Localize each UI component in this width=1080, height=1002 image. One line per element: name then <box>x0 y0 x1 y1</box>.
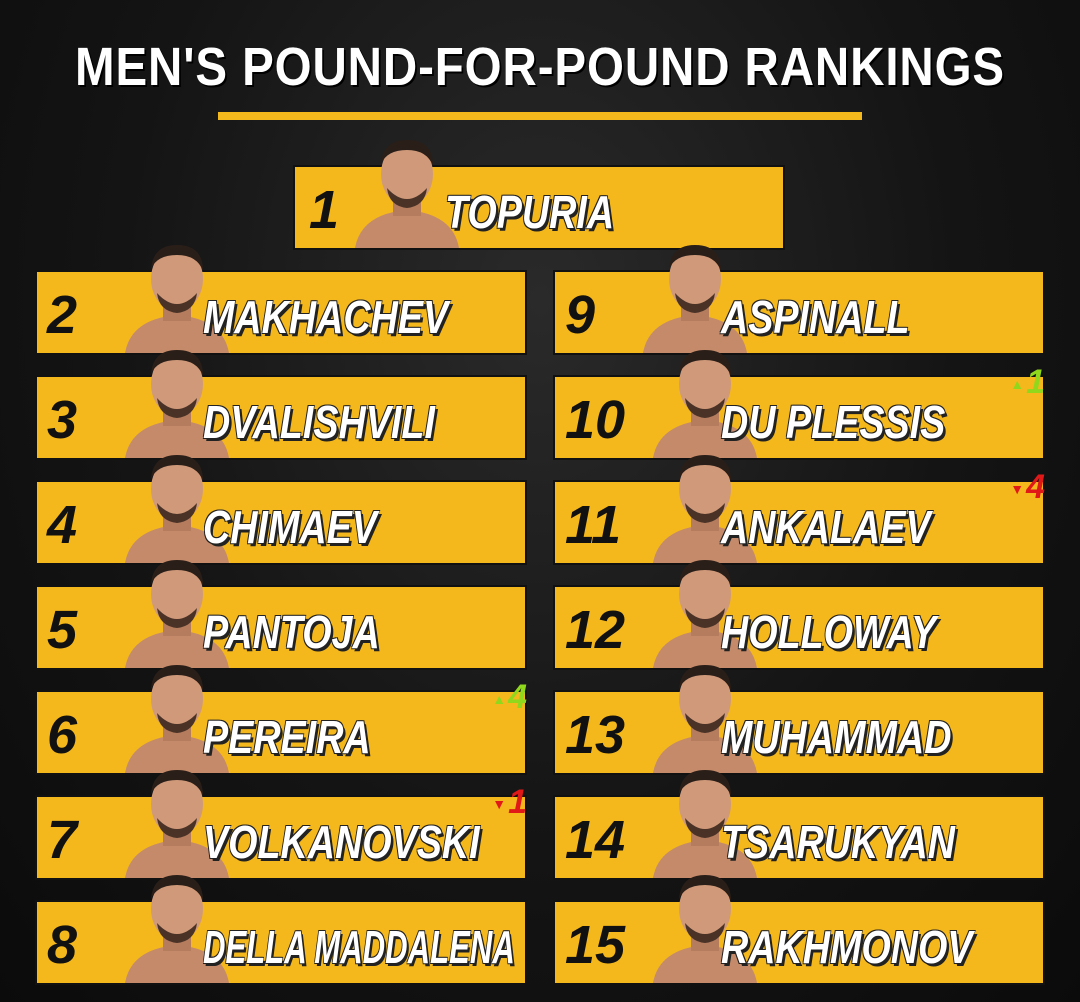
fighter-portrait <box>645 546 765 668</box>
fighter-portrait <box>347 126 467 248</box>
rank-number: 13 <box>565 705 626 765</box>
rank-change: ▼4 <box>1010 468 1045 507</box>
fighter-portrait <box>645 756 765 878</box>
rank-change: ▲1 <box>1010 363 1045 402</box>
fighter-name: CHIMAEV <box>203 501 377 553</box>
change-amount: 1 <box>1026 363 1045 401</box>
rank-number: 1 <box>309 180 340 240</box>
fighter-name: TSARUKYAN <box>721 816 956 868</box>
fighter-name: PANTOJA <box>203 606 380 658</box>
fighter-portrait <box>117 756 237 878</box>
fighter-portrait <box>117 861 237 983</box>
fighter-name: DVALISHVILI <box>203 396 435 448</box>
fighter-portrait <box>117 336 237 458</box>
rank-number: 15 <box>565 915 626 975</box>
fighter-portrait <box>635 231 755 353</box>
rank-number: 6 <box>47 705 78 765</box>
fighter-portrait <box>117 441 237 563</box>
ranking-card: 8 DELLA MADDALENA <box>35 875 527 985</box>
change-amount: 1 <box>508 783 527 821</box>
rank-number: 14 <box>565 810 626 870</box>
ranking-card: 13 MUHAMMAD <box>553 665 1045 775</box>
rank-number: 12 <box>565 600 626 660</box>
fighter-portrait <box>117 546 237 668</box>
fighter-name: DELLA MADDALENA <box>203 921 515 973</box>
rank-change: ▲4 <box>492 678 527 717</box>
ranking-card: 2 MAKHACHEV <box>35 245 527 355</box>
title: MEN'S POUND-FOR-POUND RANKINGS <box>74 37 1006 97</box>
fighter-portrait <box>645 336 765 458</box>
change-arrow: ▼ <box>1010 481 1025 498</box>
rank-number: 8 <box>47 915 78 975</box>
rank-number: 7 <box>47 810 78 870</box>
fighter-portrait <box>645 861 765 983</box>
fighter-name: HOLLOWAY <box>721 606 937 658</box>
fighter-name: RAKHMONOV <box>721 921 973 973</box>
fighter-name: ASPINALL <box>721 291 910 343</box>
ranking-card: 10 DU PLESSIS ▲1 <box>553 350 1045 460</box>
fighter-name: MAKHACHEV <box>203 291 449 343</box>
ranking-card: 11 ANKALAEV ▼4 <box>553 455 1045 565</box>
change-arrow: ▲ <box>1010 376 1025 393</box>
ranking-card: 5 PANTOJA <box>35 560 527 670</box>
rank-number: 5 <box>47 600 78 660</box>
fighter-portrait <box>645 651 765 773</box>
fighter-name: VOLKANOVSKI <box>203 816 480 868</box>
fighter-portrait <box>117 231 237 353</box>
rank-number: 10 <box>565 390 626 450</box>
ranking-card: 7 VOLKANOVSKI ▼1 <box>35 770 527 880</box>
rank-number: 2 <box>47 285 78 345</box>
fighter-name: MUHAMMAD <box>721 711 952 763</box>
fighter-portrait <box>645 441 765 563</box>
rank-number: 11 <box>565 495 622 555</box>
ranking-card: 12 HOLLOWAY <box>553 560 1045 670</box>
rank-number: 4 <box>47 495 78 555</box>
rank-number: 9 <box>565 285 596 345</box>
fighter-portrait <box>117 651 237 773</box>
ranking-card: 14 TSARUKYAN <box>553 770 1045 880</box>
fighter-name: DU PLESSIS <box>721 396 946 448</box>
fighter-name: ANKALAEV <box>721 501 931 553</box>
ranking-card: 9 ASPINALL <box>553 245 1045 355</box>
change-arrow: ▼ <box>492 796 507 813</box>
change-arrow: ▲ <box>492 691 507 708</box>
change-amount: 4 <box>1026 468 1045 506</box>
fighter-name: TOPURIA <box>445 186 615 238</box>
ranking-card: 15 RAKHMONOV <box>553 875 1045 985</box>
ranking-card: 4 CHIMAEV <box>35 455 527 565</box>
rank-change: ▼1 <box>492 783 527 822</box>
ranking-card: 1 TOPURIA <box>293 140 785 250</box>
change-amount: 4 <box>508 678 527 716</box>
fighter-name: PEREIRA <box>203 711 371 763</box>
rank-number: 3 <box>47 390 78 450</box>
title-underline <box>218 112 862 120</box>
ranking-card: 3 DVALISHVILI <box>35 350 527 460</box>
ranking-card: 6 PEREIRA ▲4 <box>35 665 527 775</box>
